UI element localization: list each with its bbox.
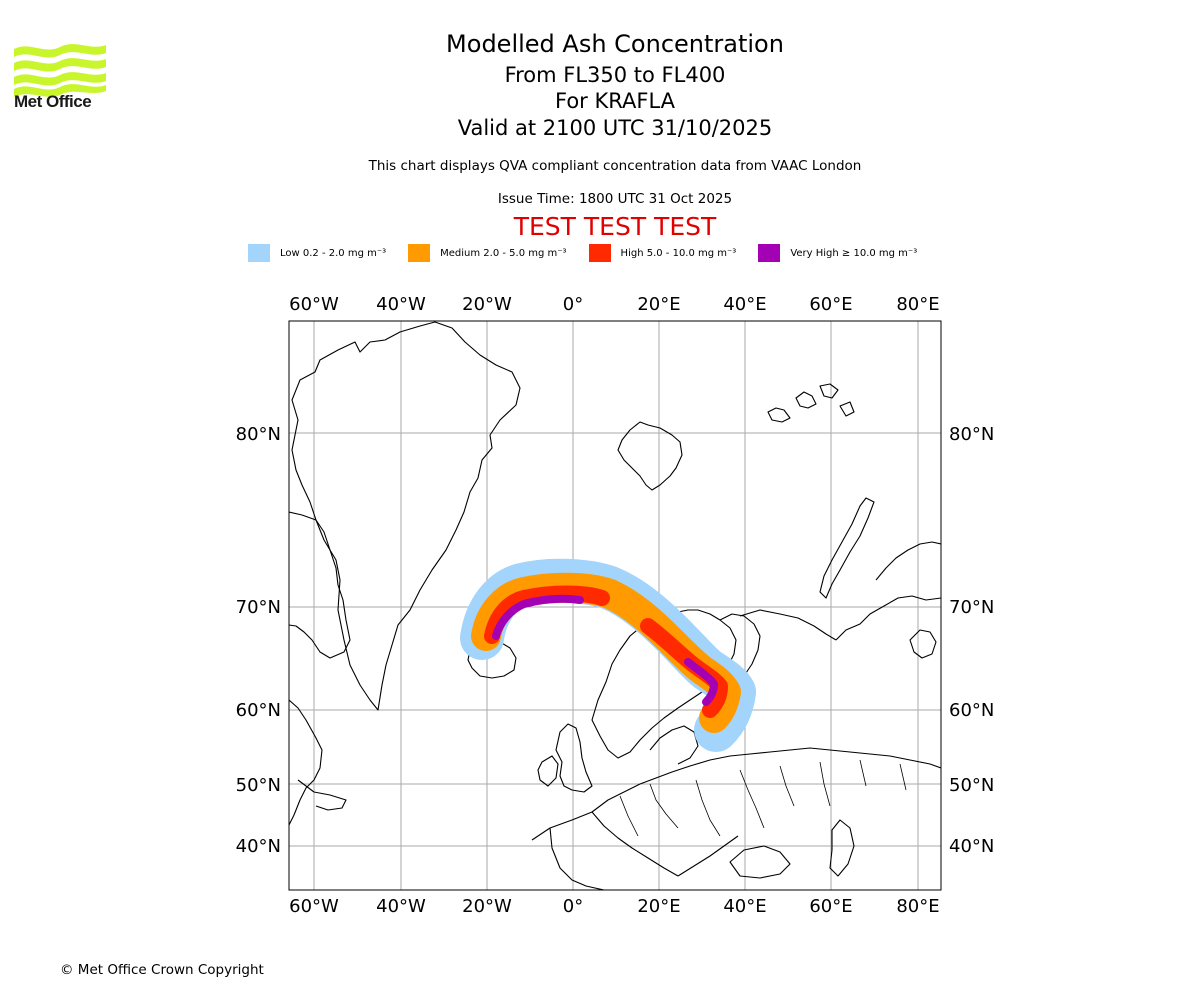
met-office-wordmark: Met Office xyxy=(14,92,92,111)
lat-tick-60n-right: 60°N xyxy=(949,700,994,721)
chart-description: This chart displays QVA compliant concen… xyxy=(368,158,862,174)
flight-level-range: From FL350 to FL400 xyxy=(504,63,726,87)
lon-tick-0-bottom: 0° xyxy=(563,896,583,917)
valid-time: Valid at 2100 UTC 31/10/2025 xyxy=(457,116,773,140)
lon-tick-60e-top: 60°E xyxy=(809,294,852,315)
legend-label-low: Low 0.2 - 2.0 mg m⁻³ xyxy=(280,247,387,259)
legend-item-medium: Medium 2.0 - 5.0 mg m⁻³ xyxy=(408,244,567,262)
lon-tick-40e-bottom: 40°E xyxy=(723,896,766,917)
longitude-labels-top: 60°W 40°W 20°W 0° 20°E 40°E 60°E 80°E xyxy=(289,294,939,315)
lat-tick-80n-left: 80°N xyxy=(236,424,281,445)
met-office-logo-icon xyxy=(14,44,106,97)
ash-concentration-map: 60°W 40°W 20°W 0° 20°E 40°E 60°E 80°E 60… xyxy=(236,294,995,917)
lon-tick-40w-bottom: 40°W xyxy=(376,896,426,917)
chart-title: Modelled Ash Concentration xyxy=(446,30,784,58)
lon-tick-20e-bottom: 20°E xyxy=(637,896,680,917)
lat-tick-70n-right: 70°N xyxy=(949,597,994,618)
lon-tick-80e-bottom: 80°E xyxy=(896,896,939,917)
lon-tick-20w-top: 20°W xyxy=(462,294,512,315)
latitude-labels-left: 80°N 70°N 60°N 50°N 40°N xyxy=(236,424,281,857)
lat-tick-50n-left: 50°N xyxy=(236,775,281,796)
ash-very-high-band xyxy=(492,594,718,706)
lon-tick-20e-top: 20°E xyxy=(637,294,680,315)
lon-tick-80e-top: 80°E xyxy=(896,294,939,315)
lon-tick-0-top: 0° xyxy=(563,294,583,315)
legend-item-high: High 5.0 - 10.0 mg m⁻³ xyxy=(588,244,737,262)
lat-tick-40n-right: 40°N xyxy=(949,836,994,857)
lon-tick-60w-bottom: 60°W xyxy=(289,896,339,917)
lon-tick-40e-top: 40°E xyxy=(723,294,766,315)
test-banner: TEST TEST TEST xyxy=(513,212,717,241)
ash-plume xyxy=(460,558,756,752)
lat-tick-50n-right: 50°N xyxy=(949,775,994,796)
legend-item-low: Low 0.2 - 2.0 mg m⁻³ xyxy=(248,244,386,262)
volcano-name: For KRAFLA xyxy=(555,89,675,113)
lon-tick-40w-top: 40°W xyxy=(376,294,426,315)
copyright-notice: © Met Office Crown Copyright xyxy=(60,962,264,978)
legend-swatch-very-high xyxy=(758,244,781,262)
legend-label-medium: Medium 2.0 - 5.0 mg m⁻³ xyxy=(440,247,567,259)
lat-tick-70n-left: 70°N xyxy=(236,597,281,618)
lon-tick-20w-bottom: 20°W xyxy=(462,896,512,917)
legend-swatch-medium xyxy=(408,244,431,262)
lon-tick-60e-bottom: 60°E xyxy=(809,896,852,917)
legend-swatch-high xyxy=(588,244,611,262)
longitude-labels-bottom: 60°W 40°W 20°W 0° 20°E 40°E 60°E 80°E xyxy=(289,896,939,917)
legend-swatch-low xyxy=(248,244,270,262)
issue-time: Issue Time: 1800 UTC 31 Oct 2025 xyxy=(497,191,733,207)
lat-tick-80n-right: 80°N xyxy=(949,424,994,445)
lat-tick-60n-left: 60°N xyxy=(236,700,281,721)
legend-item-very-high: Very High ≥ 10.0 mg m⁻³ xyxy=(758,244,917,262)
legend-label-very-high: Very High ≥ 10.0 mg m⁻³ xyxy=(790,247,918,259)
lat-tick-40n-left: 40°N xyxy=(236,836,281,857)
latitude-labels-right: 80°N 70°N 60°N 50°N 40°N xyxy=(949,424,994,857)
map-frame xyxy=(288,320,942,891)
lon-tick-60w-top: 60°W xyxy=(289,294,339,315)
concentration-legend: Low 0.2 - 2.0 mg m⁻³ Medium 2.0 - 5.0 mg… xyxy=(248,244,939,262)
legend-label-high: High 5.0 - 10.0 mg m⁻³ xyxy=(620,247,737,259)
